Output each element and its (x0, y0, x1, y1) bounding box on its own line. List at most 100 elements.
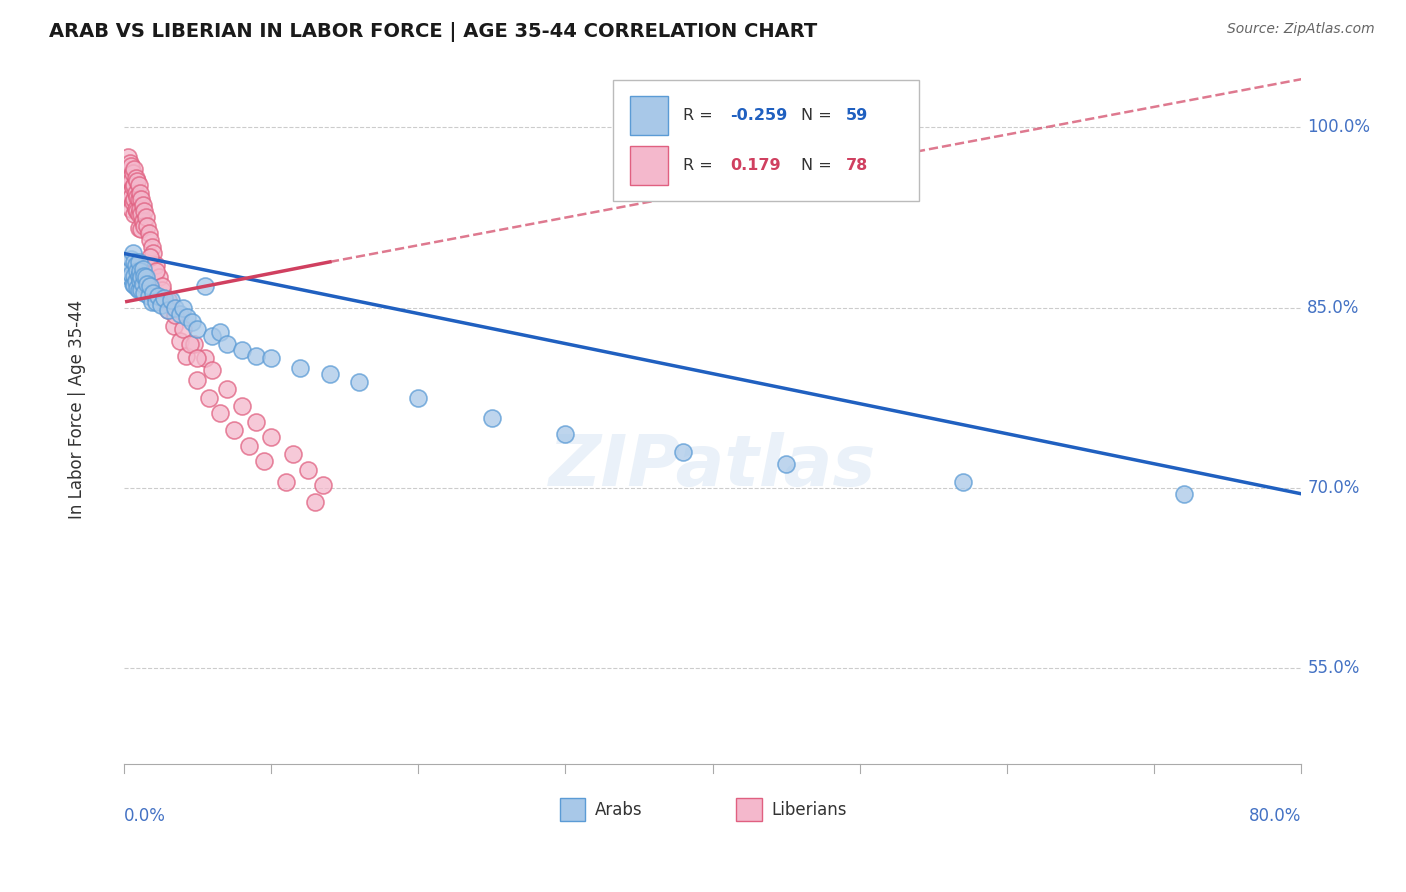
Bar (737, 798, 762, 821)
Point (176, 310, 198, 325)
Text: 55.0%: 55.0% (1308, 659, 1360, 677)
Point (117, 183, 139, 197)
Text: R =: R = (683, 158, 713, 172)
Point (208, 325, 231, 339)
Point (141, 240, 163, 254)
Point (281, 447, 304, 461)
Point (122, 255, 145, 269)
Point (194, 351, 217, 365)
Text: 85.0%: 85.0% (1308, 299, 1360, 317)
Point (125, 190, 148, 204)
Text: In Labor Force | Age 35-44: In Labor Force | Age 35-44 (67, 300, 86, 519)
Point (152, 291, 174, 305)
Text: 70.0%: 70.0% (1308, 479, 1360, 497)
Point (138, 288, 160, 302)
Point (120, 159, 142, 173)
Point (319, 367, 342, 381)
Point (260, 351, 283, 365)
Point (179, 336, 201, 351)
Point (260, 430, 283, 444)
Text: Liberians: Liberians (772, 801, 846, 820)
Point (125, 204, 148, 219)
Point (153, 294, 176, 309)
Point (554, 426, 576, 441)
Bar (560, 798, 585, 821)
Point (125, 281, 148, 295)
Point (120, 252, 142, 267)
Point (349, 375, 371, 389)
Point (131, 193, 153, 207)
Point (142, 246, 165, 260)
Point (304, 495, 326, 509)
FancyBboxPatch shape (613, 80, 918, 201)
Text: ZIPatlas: ZIPatlas (548, 432, 876, 501)
Point (186, 322, 208, 336)
Point (1173, 487, 1195, 501)
Point (122, 193, 145, 207)
Point (131, 283, 153, 297)
Point (224, 423, 246, 437)
Point (245, 415, 267, 429)
Point (124, 170, 146, 185)
Point (208, 406, 231, 420)
Point (117, 150, 139, 164)
Text: R =: R = (683, 108, 713, 123)
Point (231, 399, 253, 413)
Point (775, 457, 797, 471)
Point (131, 222, 153, 236)
Point (194, 279, 217, 293)
Point (134, 286, 156, 301)
Point (136, 219, 159, 233)
Point (134, 269, 156, 284)
Point (156, 302, 179, 317)
Point (121, 246, 143, 260)
Point (115, 169, 138, 183)
Point (122, 269, 145, 284)
Point (481, 411, 503, 425)
Point (169, 307, 191, 321)
Point (122, 162, 145, 177)
Text: 80.0%: 80.0% (1249, 807, 1302, 825)
Point (186, 373, 208, 387)
Point (118, 186, 141, 201)
Point (183, 336, 205, 351)
Point (120, 202, 142, 216)
Point (132, 262, 155, 277)
Point (952, 475, 974, 489)
Point (121, 277, 143, 291)
Text: 78: 78 (846, 158, 868, 172)
Point (118, 270, 141, 285)
Point (125, 264, 148, 278)
Point (245, 349, 267, 363)
Point (134, 204, 156, 219)
Point (128, 178, 150, 192)
Point (129, 202, 152, 216)
Point (156, 293, 179, 308)
Point (201, 329, 224, 343)
Point (118, 170, 141, 185)
Bar (630, 145, 668, 185)
Text: -0.259: -0.259 (730, 108, 787, 123)
Point (120, 267, 142, 281)
Point (128, 221, 150, 235)
Point (135, 211, 157, 225)
Point (135, 270, 157, 285)
Point (174, 349, 197, 363)
Point (124, 202, 146, 216)
Point (198, 391, 221, 405)
Point (231, 343, 253, 357)
Text: N =: N = (801, 108, 832, 123)
Point (180, 315, 202, 329)
Text: Arabs: Arabs (595, 801, 643, 820)
Point (117, 169, 139, 183)
Point (165, 301, 187, 315)
Text: 59: 59 (846, 108, 868, 123)
Point (121, 194, 143, 209)
Point (128, 207, 150, 221)
Point (118, 156, 141, 170)
Point (132, 277, 155, 291)
Point (122, 277, 145, 292)
Point (129, 274, 152, 288)
Point (149, 298, 172, 312)
Point (172, 301, 194, 315)
